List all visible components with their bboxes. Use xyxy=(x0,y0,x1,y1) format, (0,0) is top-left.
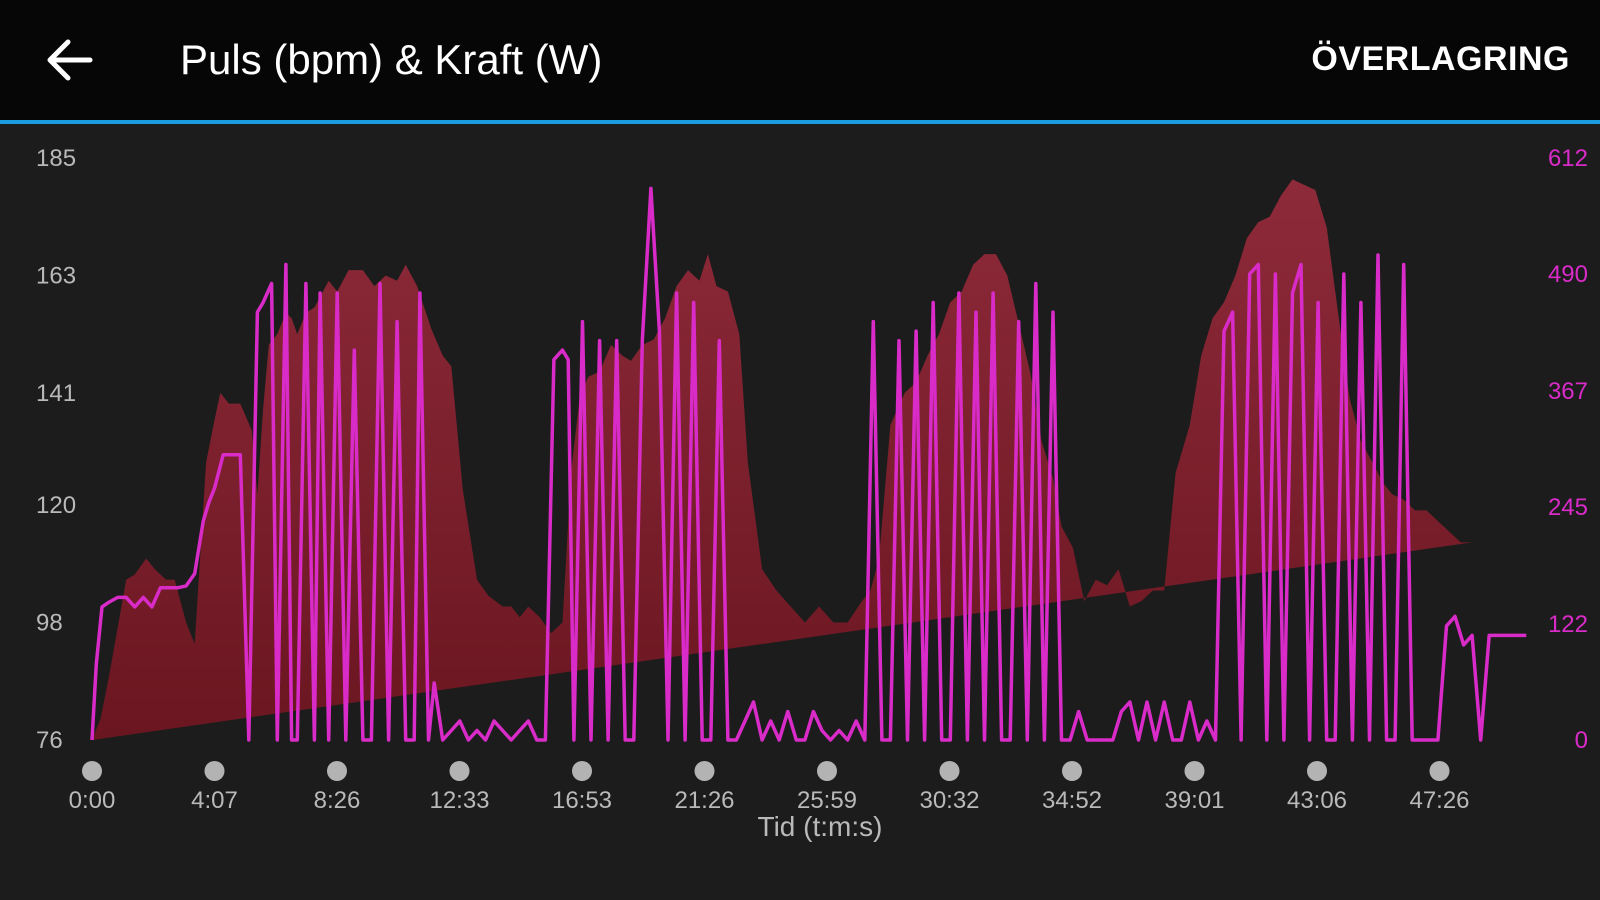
x-tick-marker xyxy=(449,761,470,781)
x-tick-marker xyxy=(327,761,347,781)
x-tick-marker xyxy=(694,761,715,781)
x-tick-label: 4:07 xyxy=(191,787,238,814)
x-tick-label: 39:01 xyxy=(1164,787,1224,814)
x-tick-marker xyxy=(1429,761,1450,781)
heart-rate-power-chart: 76 98 120 141 163 185 0 122 245 367 490 612 0:00 4:… xyxy=(36,145,1588,842)
x-tick-marker xyxy=(82,761,102,781)
x-tick-marker xyxy=(572,761,592,781)
x-tick-marker xyxy=(204,761,225,781)
x-tick-marker xyxy=(939,761,960,781)
x-tick-label: 34:52 xyxy=(1042,787,1102,814)
x-tick-label: 21:26 xyxy=(674,787,734,814)
y-right-tick-label: 0 xyxy=(1575,727,1588,754)
x-tick-label: 0:00 xyxy=(69,787,116,814)
y-right-tick-label: 612 xyxy=(1548,145,1588,172)
power-line xyxy=(90,186,1527,742)
x-tick-label: 47:26 xyxy=(1409,787,1469,814)
y-left-tick-label: 163 xyxy=(36,262,76,289)
x-tick-marker xyxy=(1307,761,1327,781)
x-axis: 0:00 4:07 8:26 12:33 16:53 21:26 25:59 30:32 34:… xyxy=(69,761,1470,814)
y-right-tick-label: 122 xyxy=(1548,611,1588,638)
y-left-tick-label: 141 xyxy=(36,380,76,407)
x-tick-label: 43:06 xyxy=(1287,787,1347,814)
y-right-tick-label: 245 xyxy=(1548,494,1588,521)
power-line-layer xyxy=(90,186,1527,742)
y-left-tick-label: 76 xyxy=(36,727,63,754)
overlay-button[interactable]: ÖVERLAGRING xyxy=(1311,40,1570,78)
heart-rate-area xyxy=(92,179,1473,740)
x-tick-marker xyxy=(817,761,837,781)
arrow-left-icon[interactable] xyxy=(40,30,100,90)
page-title: Puls (bpm) & Kraft (W) xyxy=(180,36,603,83)
x-tick-label: 8:26 xyxy=(314,787,361,814)
x-tick-marker xyxy=(1062,761,1082,781)
right-y-axis: 0 122 245 367 490 612 xyxy=(1548,145,1588,754)
heart-rate-area-layer xyxy=(92,179,1473,740)
x-tick-label: 25:59 xyxy=(797,787,857,814)
x-axis-title: Tid (t:m:s) xyxy=(758,811,883,842)
x-tick-label: 12:33 xyxy=(429,787,489,814)
y-right-tick-label: 490 xyxy=(1548,261,1588,288)
x-tick-label: 30:32 xyxy=(919,787,979,814)
y-right-tick-label: 367 xyxy=(1548,378,1588,405)
x-tick-label: 16:53 xyxy=(552,787,612,814)
y-left-tick-label: 185 xyxy=(36,145,76,172)
x-tick-marker xyxy=(1184,761,1205,781)
y-left-tick-label: 98 xyxy=(36,610,63,637)
accent-divider xyxy=(0,120,1600,124)
left-y-axis: 76 98 120 141 163 185 xyxy=(36,145,76,754)
y-left-tick-label: 120 xyxy=(36,492,76,519)
app-bar: Puls (bpm) & Kraft (W) ÖVERLAGRING xyxy=(0,0,1600,124)
